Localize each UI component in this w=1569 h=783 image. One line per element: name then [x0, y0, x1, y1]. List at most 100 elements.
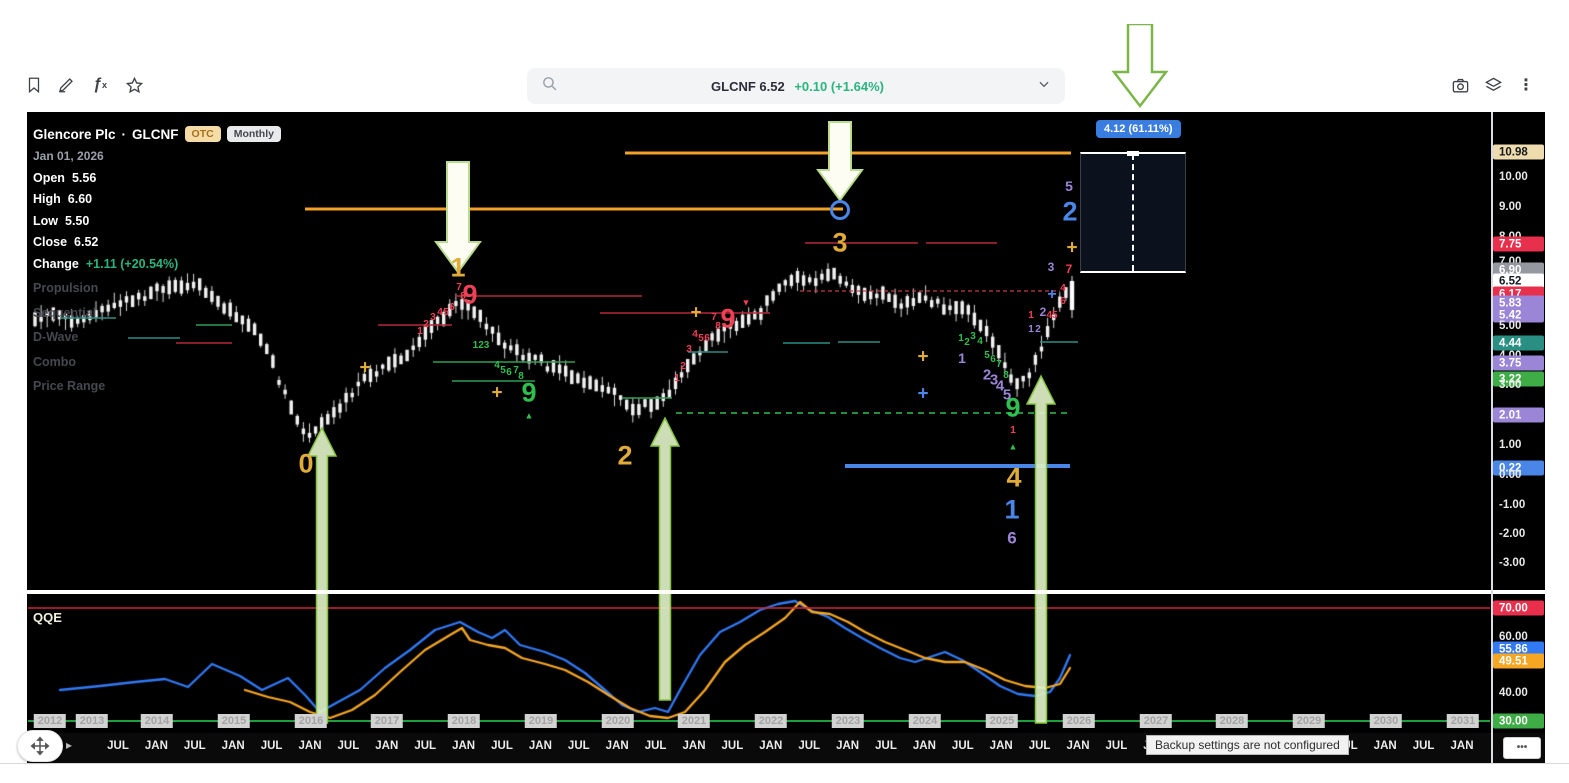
change-label: Change: [33, 256, 79, 271]
axis-month-label: JAN: [144, 740, 168, 752]
range-dashed-line: [1132, 154, 1134, 271]
axis-year-label: 2017: [370, 714, 404, 728]
high-value: 6.60: [67, 192, 93, 206]
axis-month-label: JAN: [221, 740, 245, 752]
axis-more-button[interactable]: •••: [1503, 737, 1541, 759]
axis-year-label: 2026: [1062, 714, 1096, 728]
axis-year-label: 2015: [217, 714, 251, 728]
search-quote: GLCNF 6.52: [711, 78, 785, 94]
price-scale-label: 5.83: [1493, 295, 1544, 311]
axis-month-label: JAN: [682, 740, 706, 752]
axis-month-label: JUL: [107, 740, 129, 752]
exchange-badge: OTC: [184, 126, 221, 142]
axis-month-label: JUL: [260, 740, 283, 752]
axis-month-label: JUL: [567, 740, 590, 752]
indicator-dwave[interactable]: D-Wave: [33, 330, 79, 344]
axis-month-label: JUL: [491, 740, 513, 752]
price-scale-label: 5.00: [1499, 320, 1522, 332]
axis-month-label: JUL: [1412, 740, 1435, 752]
axis-month-label: JUL: [183, 740, 206, 752]
axis-year-label: 2028: [1215, 714, 1249, 728]
axis-year-label: 2012: [33, 714, 67, 728]
axis-month-label: JAN: [528, 740, 552, 752]
price-scale-label: 40.00: [1499, 687, 1528, 699]
price-scale-label: -2.00: [1499, 528, 1526, 540]
axis-year-label: 2019: [524, 714, 558, 728]
bookmark-icon[interactable]: [20, 71, 48, 99]
price-scale[interactable]: 10.9810.009.008.007.757.006.906.526.175.…: [1493, 112, 1545, 763]
price-scale-label: 10.00: [1499, 171, 1528, 183]
axis-year-label: 2021: [677, 714, 711, 728]
symbol-search-bar[interactable]: GLCNF 6.52 +0.10 (+1.64%): [527, 68, 1065, 104]
axis-month-label: JAN: [375, 740, 399, 752]
axis-year-label: 2016: [294, 714, 328, 728]
wave-circle-0: [830, 200, 850, 220]
price-scale-label: 1.00: [1499, 439, 1522, 451]
axis-month-label: JAN: [759, 740, 783, 752]
qqe-pane-label[interactable]: QQE: [33, 610, 62, 625]
axis-year-label: 2023: [831, 714, 865, 728]
price-scale-label: 7.75: [1493, 236, 1544, 252]
bar-date: Jan 01, 2026: [33, 149, 104, 163]
chart-legend: Glencore Plc · GLCNF OTC Monthly Jan 01,…: [33, 126, 281, 393]
axis-year-label: 2020: [601, 714, 635, 728]
symbol-separator: ·: [121, 126, 127, 142]
axis-nav-chevron-icon[interactable]: ▸: [66, 738, 73, 752]
price-scale-label: 55.86: [1493, 641, 1544, 657]
indicator-propulsion[interactable]: Propulsion: [33, 281, 99, 295]
pane-separator[interactable]: [27, 590, 1545, 594]
price-scale-label: 3.75: [1493, 355, 1544, 371]
axis-month-label: JAN: [298, 740, 322, 752]
axis-month-label: JAN: [1373, 740, 1397, 752]
symbol-title[interactable]: Glencore Plc · GLCNF OTC Monthly: [33, 126, 281, 142]
camera-icon[interactable]: [1446, 71, 1474, 99]
axis-year-label: 2013: [75, 714, 109, 728]
axis-month-label: JUL: [414, 740, 437, 752]
axis-month-label: JAN: [1066, 740, 1090, 752]
axis-year-label: 2018: [447, 714, 481, 728]
price-scale-separator[interactable]: [1491, 112, 1493, 763]
range-handle[interactable]: [1127, 151, 1139, 156]
close-label: Close: [33, 235, 68, 249]
axis-month-label: JUL: [1028, 740, 1051, 752]
change-value: +1.11 (+20.54%): [85, 256, 179, 271]
price-scale-label: -3.00: [1499, 557, 1526, 569]
axis-month-label: JUL: [798, 740, 821, 752]
high-label: High: [33, 192, 61, 206]
axis-month-label: JUL: [721, 740, 744, 752]
bottom-strip: [0, 763, 1569, 783]
axis-month-label: JAN: [912, 740, 936, 752]
candlestick-canvas[interactable]: [27, 112, 1492, 765]
price-scale-label: 0.00: [1499, 469, 1522, 481]
indicator-sequential[interactable]: Sequential: [33, 305, 97, 320]
axis-year-label: 2029: [1292, 714, 1326, 728]
chevron-down-icon[interactable]: [1037, 77, 1051, 96]
indicator-combo[interactable]: Combo: [33, 354, 77, 369]
symbol-name: Glencore Plc: [33, 126, 116, 142]
price-scale-label: 6.52: [1493, 273, 1544, 289]
low-value: 5.50: [65, 213, 90, 228]
price-range-tool[interactable]: [1080, 151, 1186, 273]
backup-tooltip: Backup settings are not configured: [1146, 735, 1349, 755]
star-icon[interactable]: [120, 71, 148, 99]
price-scale-label: 3.00: [1499, 379, 1522, 391]
axis-month-label: JAN: [605, 740, 629, 752]
axis-year-label: 2031: [1446, 714, 1480, 728]
pan-control[interactable]: [17, 730, 63, 762]
price-scale-label: 30.00: [1493, 713, 1544, 729]
axis-year-label: 2027: [1139, 714, 1173, 728]
axis-month-label: JAN: [989, 740, 1013, 752]
axis-month-label: JUL: [337, 740, 360, 752]
price-scale-label: 9.00: [1499, 201, 1522, 213]
layers-icon[interactable]: [1479, 71, 1507, 99]
axis-month-label: JUL: [644, 740, 667, 752]
axis-year-label: 2022: [754, 714, 788, 728]
kebab-menu-icon[interactable]: ⋮: [1518, 77, 1534, 94]
indicator-price-range[interactable]: Price Range: [33, 379, 106, 393]
pencil-icon[interactable]: [52, 71, 80, 99]
toolbar-down-arrow[interactable]: [1110, 24, 1170, 110]
open-label: Open: [33, 170, 65, 185]
search-change: +0.10 (+1.64%): [794, 78, 884, 94]
